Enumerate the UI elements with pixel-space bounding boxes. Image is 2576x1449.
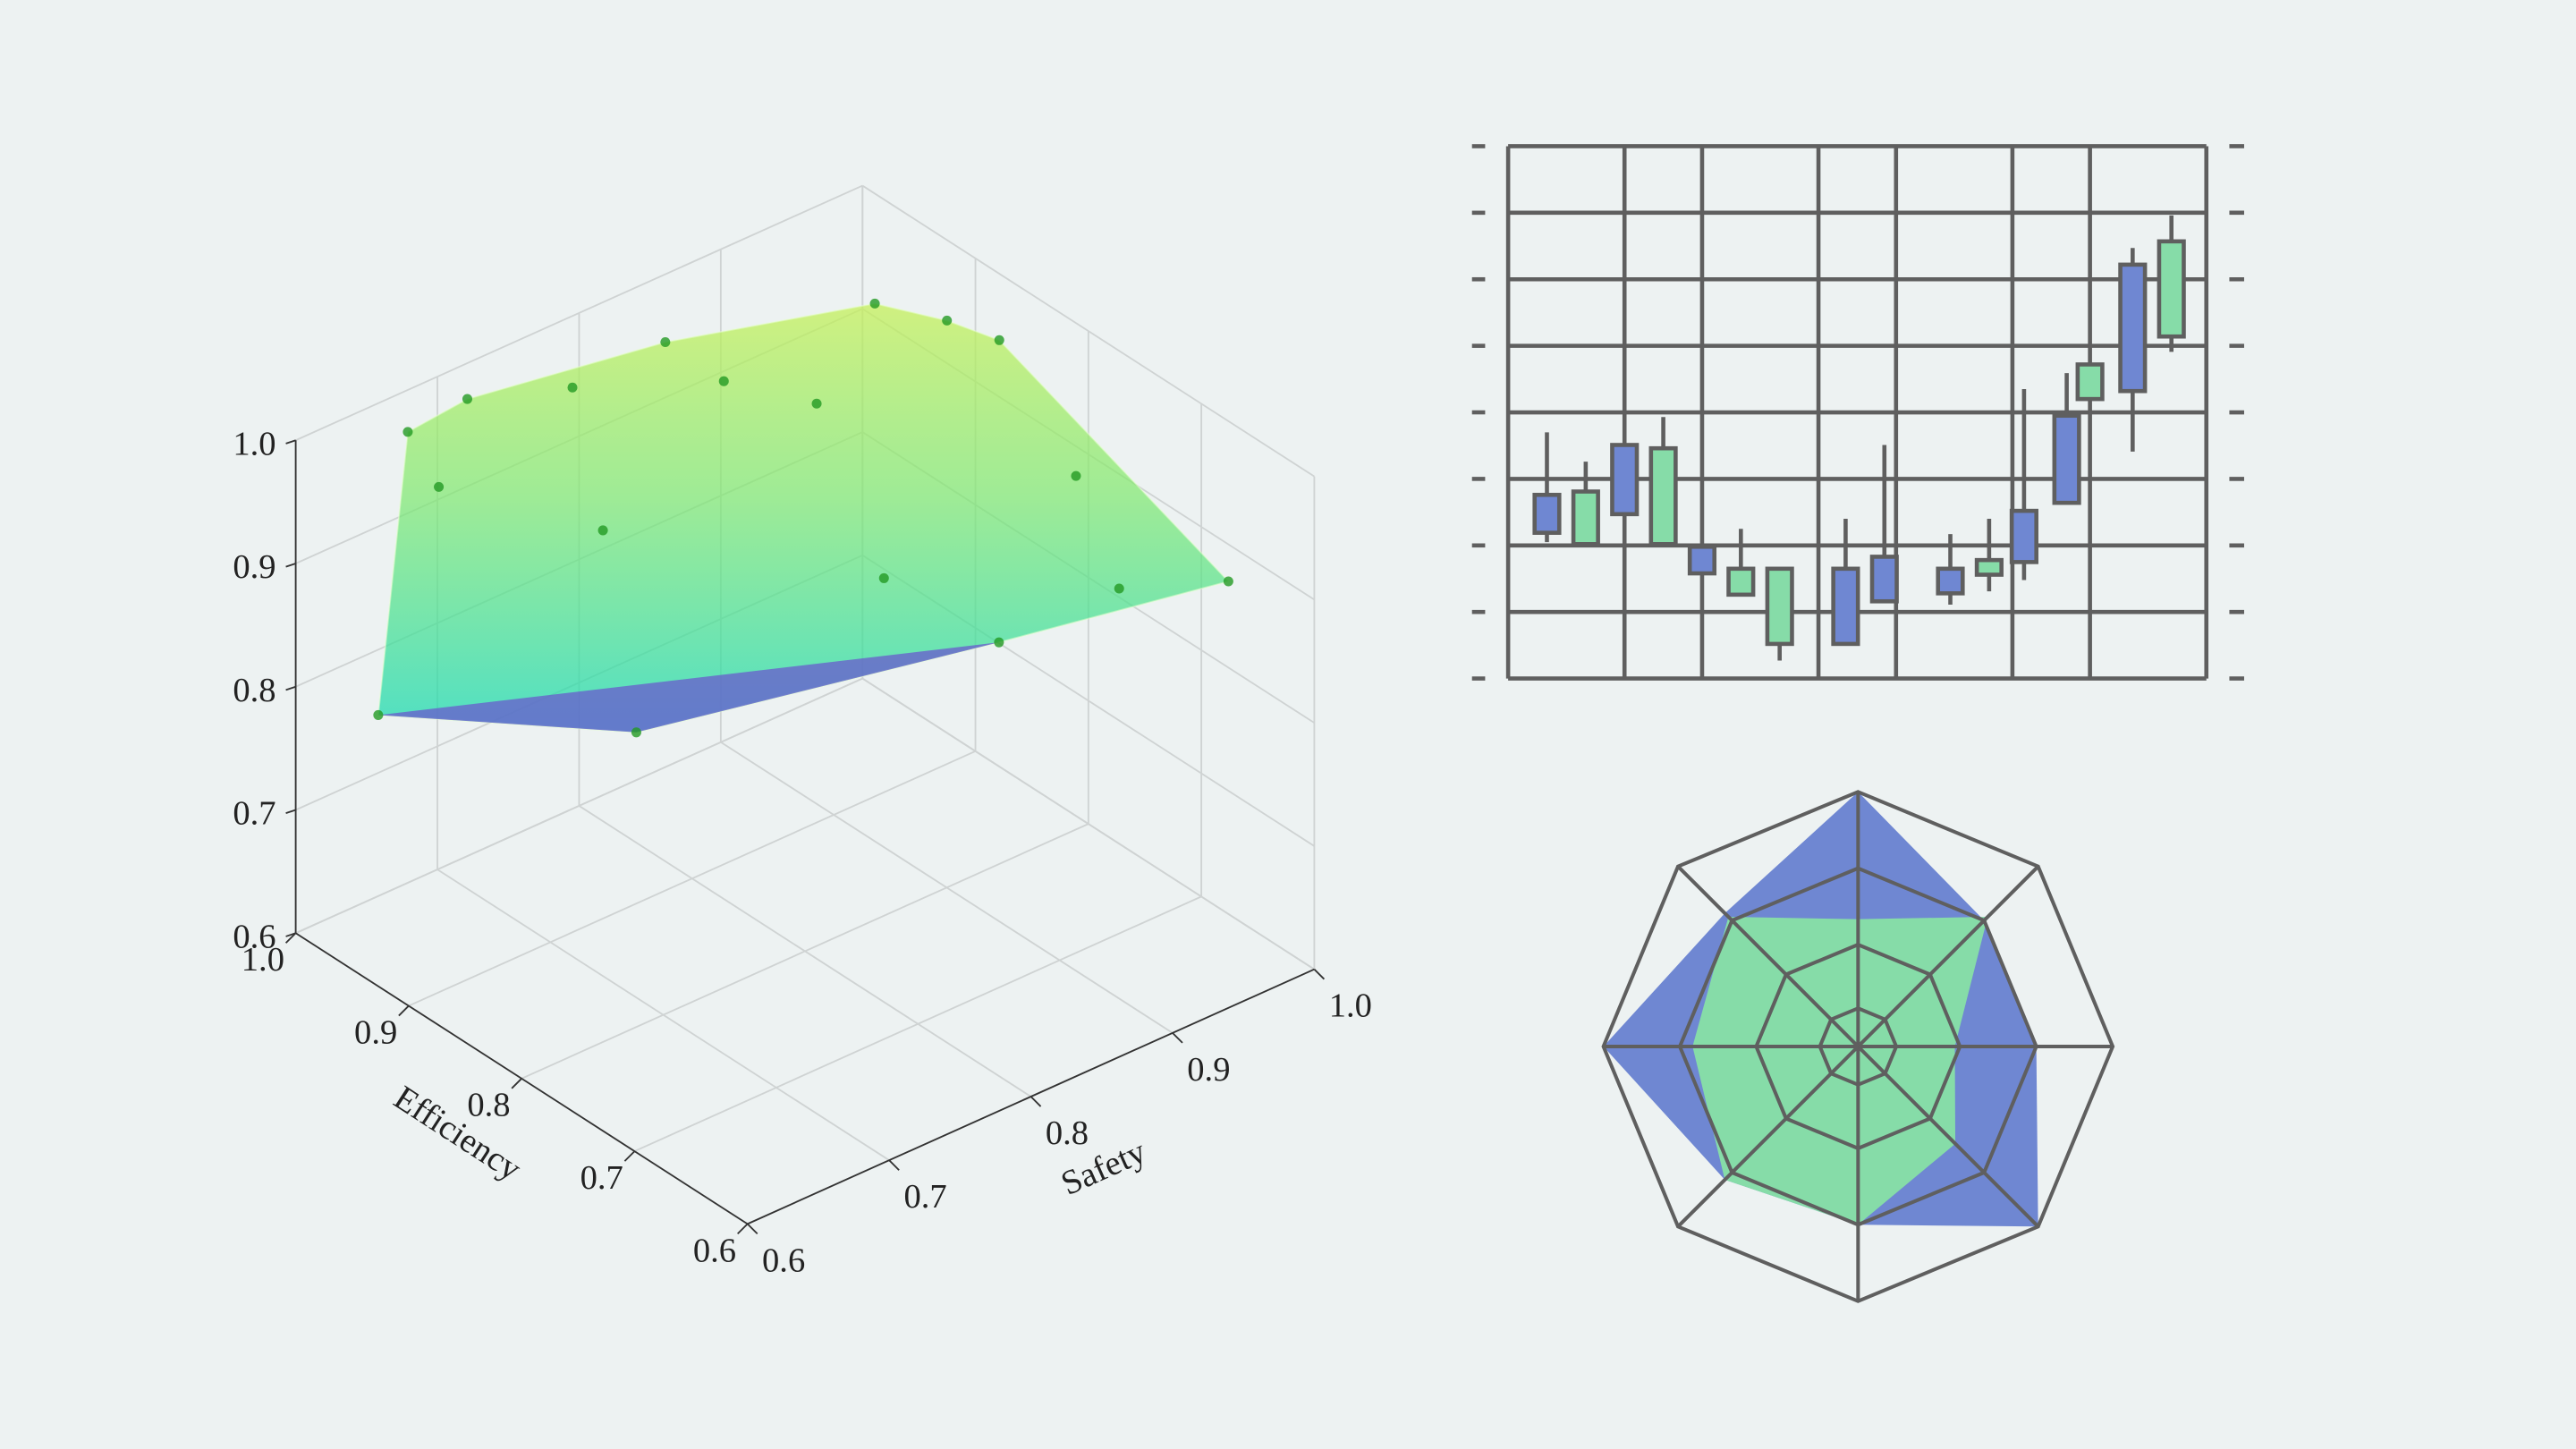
surface-3d-chart: 0.60.70.80.91.00.60.70.80.91.00.60.70.80… [233, 184, 1372, 1279]
candle-body [1869, 555, 1899, 604]
data-point [869, 298, 880, 309]
candle-body [1687, 544, 1717, 576]
candle-body [1974, 557, 2004, 577]
y-tick [1313, 969, 1326, 980]
z-tick [285, 439, 296, 445]
data-point [1071, 470, 1081, 481]
data-point [878, 572, 889, 583]
z-tick-label: 0.8 [233, 672, 275, 709]
grid-line [720, 741, 1174, 1034]
hull-lower-face [377, 642, 999, 733]
z-tick [285, 809, 296, 815]
x-tick [284, 932, 297, 944]
x-tick [737, 1223, 749, 1235]
grid-line [861, 677, 1315, 970]
y-tick-label: 0.7 [903, 1178, 946, 1216]
x-tick-label: 1.0 [242, 941, 284, 979]
data-point [402, 427, 413, 437]
x-tick-label: 0.9 [354, 1013, 397, 1051]
z-tick-label: 0.9 [233, 548, 275, 586]
grid-line [436, 869, 890, 1161]
z-tick [285, 932, 296, 937]
y-tick [1030, 1096, 1042, 1107]
y-tick-label: 0.8 [1046, 1114, 1089, 1152]
candle-body [1765, 566, 1794, 647]
radar-spoke [1676, 865, 1860, 1048]
data-point [811, 398, 822, 409]
data-point [373, 709, 384, 720]
data-point [1223, 576, 1233, 587]
x-tick [511, 1078, 522, 1089]
candle-body [1648, 445, 1678, 547]
grid-line [861, 184, 1315, 478]
x-tick-label: 0.8 [467, 1087, 510, 1124]
candle-body [2118, 262, 2148, 394]
y-tick-label: 0.9 [1187, 1051, 1230, 1089]
z-tick-label: 0.6 [233, 918, 275, 955]
grid-line [578, 805, 1032, 1097]
candle-body [2157, 239, 2186, 339]
z-tick [285, 685, 296, 691]
x-tick-label: 0.7 [580, 1159, 623, 1197]
radar-spoke [1856, 865, 2040, 1048]
data-point [718, 376, 729, 386]
grid-line [295, 677, 863, 935]
data-point [631, 727, 641, 738]
candle-body [1610, 443, 1640, 517]
z-tick-label: 0.7 [233, 795, 275, 833]
data-point [597, 525, 608, 536]
z-tick-label: 1.0 [233, 425, 275, 462]
radar-spoke [1856, 1045, 2040, 1228]
y-tick [888, 1159, 900, 1171]
y-tick-label: 0.6 [762, 1241, 805, 1279]
data-point [994, 335, 1004, 345]
candle-body [1831, 566, 1860, 647]
candle-body [2052, 413, 2081, 505]
x-tick [623, 1150, 636, 1162]
candlestick-chart [1471, 144, 2244, 681]
candle-body [1571, 489, 1600, 547]
y-tick-label: 1.0 [1329, 987, 1372, 1025]
radar-chart [1601, 790, 2115, 1303]
candle-body [2075, 362, 2105, 402]
data-point [1114, 583, 1124, 594]
candle-body [1726, 566, 1756, 597]
data-point [567, 382, 578, 393]
candle-body [1936, 566, 1965, 596]
data-point [434, 481, 445, 492]
data-point [994, 637, 1004, 648]
x-tick [398, 1004, 410, 1017]
y-tick [747, 1223, 758, 1235]
z-tick [285, 563, 296, 568]
data-point [462, 394, 472, 404]
x-tick-label: 0.6 [693, 1232, 736, 1269]
candle-body [2009, 508, 2038, 564]
radar-area [1692, 917, 1988, 1225]
data-point [660, 336, 671, 348]
grid-line [295, 184, 863, 442]
radar-spoke [1676, 1045, 1860, 1228]
y-tick [1172, 1032, 1183, 1044]
candle-body [1532, 492, 1562, 535]
data-point [942, 315, 953, 326]
